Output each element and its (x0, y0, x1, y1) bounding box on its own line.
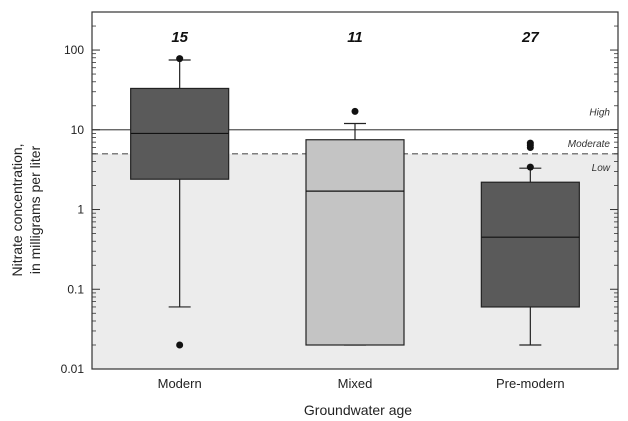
outlier-point (526, 163, 534, 171)
box-group-modern: 15 Modern (130, 29, 230, 391)
box-group-pre-modern: 27 Pre-modern (480, 29, 580, 391)
y-tick-label: 1 (77, 203, 84, 217)
sample-count-label: 15 (171, 29, 188, 46)
box-iqr (480, 181, 580, 308)
band-label-low: Low (592, 163, 611, 174)
y-axis-title-line1: Nitrate concentration, (9, 143, 25, 276)
outlier-point (176, 341, 184, 349)
x-category-label: Pre-modern (496, 376, 565, 391)
outlier-point (526, 139, 534, 147)
sample-count-label: 11 (347, 29, 363, 46)
box-iqr (305, 139, 405, 346)
sample-count-label: 27 (521, 29, 539, 46)
box-group-mixed: 11 Mixed (305, 29, 405, 391)
y-tick-label: 0.1 (67, 282, 84, 296)
x-axis-title: Groundwater age (304, 402, 412, 418)
outlier-point (176, 55, 184, 63)
outlier-point (351, 107, 359, 115)
y-axis-title-line2: in milligrams per liter (27, 145, 43, 274)
x-category-label: Modern (158, 376, 202, 391)
band-label-moderate: Moderate (568, 139, 611, 150)
x-category-label: Mixed (338, 376, 373, 391)
y-tick-label: 100 (64, 43, 84, 57)
y-tick-label: 10 (71, 123, 85, 137)
y-tick-label: 0.01 (61, 362, 85, 376)
band-label-high: High (589, 107, 610, 118)
plot-frame (91, 11, 619, 370)
